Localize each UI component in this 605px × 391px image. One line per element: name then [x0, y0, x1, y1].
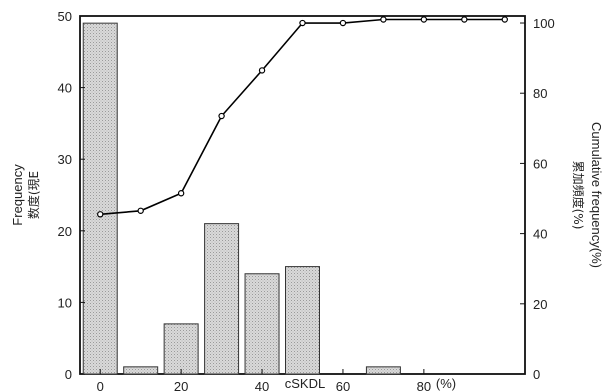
bar-7	[365, 366, 401, 375]
cumulative-line	[100, 18, 505, 216]
cumulative-series	[97, 16, 508, 218]
x-axis-unit: (%)	[436, 376, 456, 391]
y-left-tick-label-4: 40	[58, 81, 72, 96]
cumulative-point-8	[420, 16, 428, 23]
x-tick-label-0: 0	[97, 379, 104, 391]
cumulative-point-4	[258, 67, 266, 74]
y-left-tick-label-1: 10	[58, 295, 72, 310]
cumulative-point-3	[218, 112, 225, 120]
x-tick-label-1: 20	[174, 379, 188, 391]
y-left-tick-label-5: 50	[58, 9, 72, 24]
bar-3	[204, 223, 240, 375]
y-right-tick-label-1: 20	[533, 297, 547, 312]
y-right-tick-label-5: 100	[533, 16, 555, 31]
y-axis-left-label: Frequency	[10, 164, 25, 226]
y-right-tick-label-3: 60	[533, 156, 547, 171]
y-axis-right-label: Cumulative frequency(%)	[589, 122, 604, 268]
y-axis-left-ticks: 0 10 20 30 40 50	[58, 9, 85, 382]
cumulative-point-0	[97, 211, 104, 218]
y-axis-right-label-jp: 累加頻度(%)	[571, 161, 586, 230]
x-tick-label-3: 60	[336, 379, 350, 391]
bar-0	[82, 22, 118, 375]
y-left-tick-label-3: 30	[58, 152, 72, 167]
x-tick-label-4: 80	[417, 379, 431, 391]
x-axis-ticks: 0 20 40 60 80	[97, 369, 431, 391]
cumulative-point-5	[299, 19, 306, 27]
cumulative-point-6	[339, 19, 347, 27]
x-axis-label: cSKDL	[285, 376, 325, 391]
bar-2	[163, 323, 199, 375]
bar-1	[123, 366, 159, 375]
x-tick-label-2: 40	[255, 379, 269, 391]
bar-series	[82, 22, 401, 375]
y-right-tick-label-2: 40	[533, 227, 547, 242]
cumulative-point-1	[137, 207, 144, 214]
y-axis-left-label-jp: 数度(現E	[26, 171, 41, 219]
cumulative-point-9	[461, 16, 468, 23]
y-left-tick-label-0: 0	[65, 367, 72, 382]
y-right-tick-label-4: 80	[533, 86, 547, 101]
cumulative-point-10	[501, 16, 508, 23]
bar-5	[285, 266, 320, 375]
cumulative-point-7	[380, 16, 387, 23]
cumulative-point-2	[177, 190, 185, 197]
y-right-tick-label-0: 0	[533, 367, 540, 382]
y-left-tick-label-2: 20	[58, 224, 72, 239]
y-axis-right-ticks: 0 20 40 60 80 100	[520, 16, 555, 382]
bar-4	[244, 273, 280, 375]
